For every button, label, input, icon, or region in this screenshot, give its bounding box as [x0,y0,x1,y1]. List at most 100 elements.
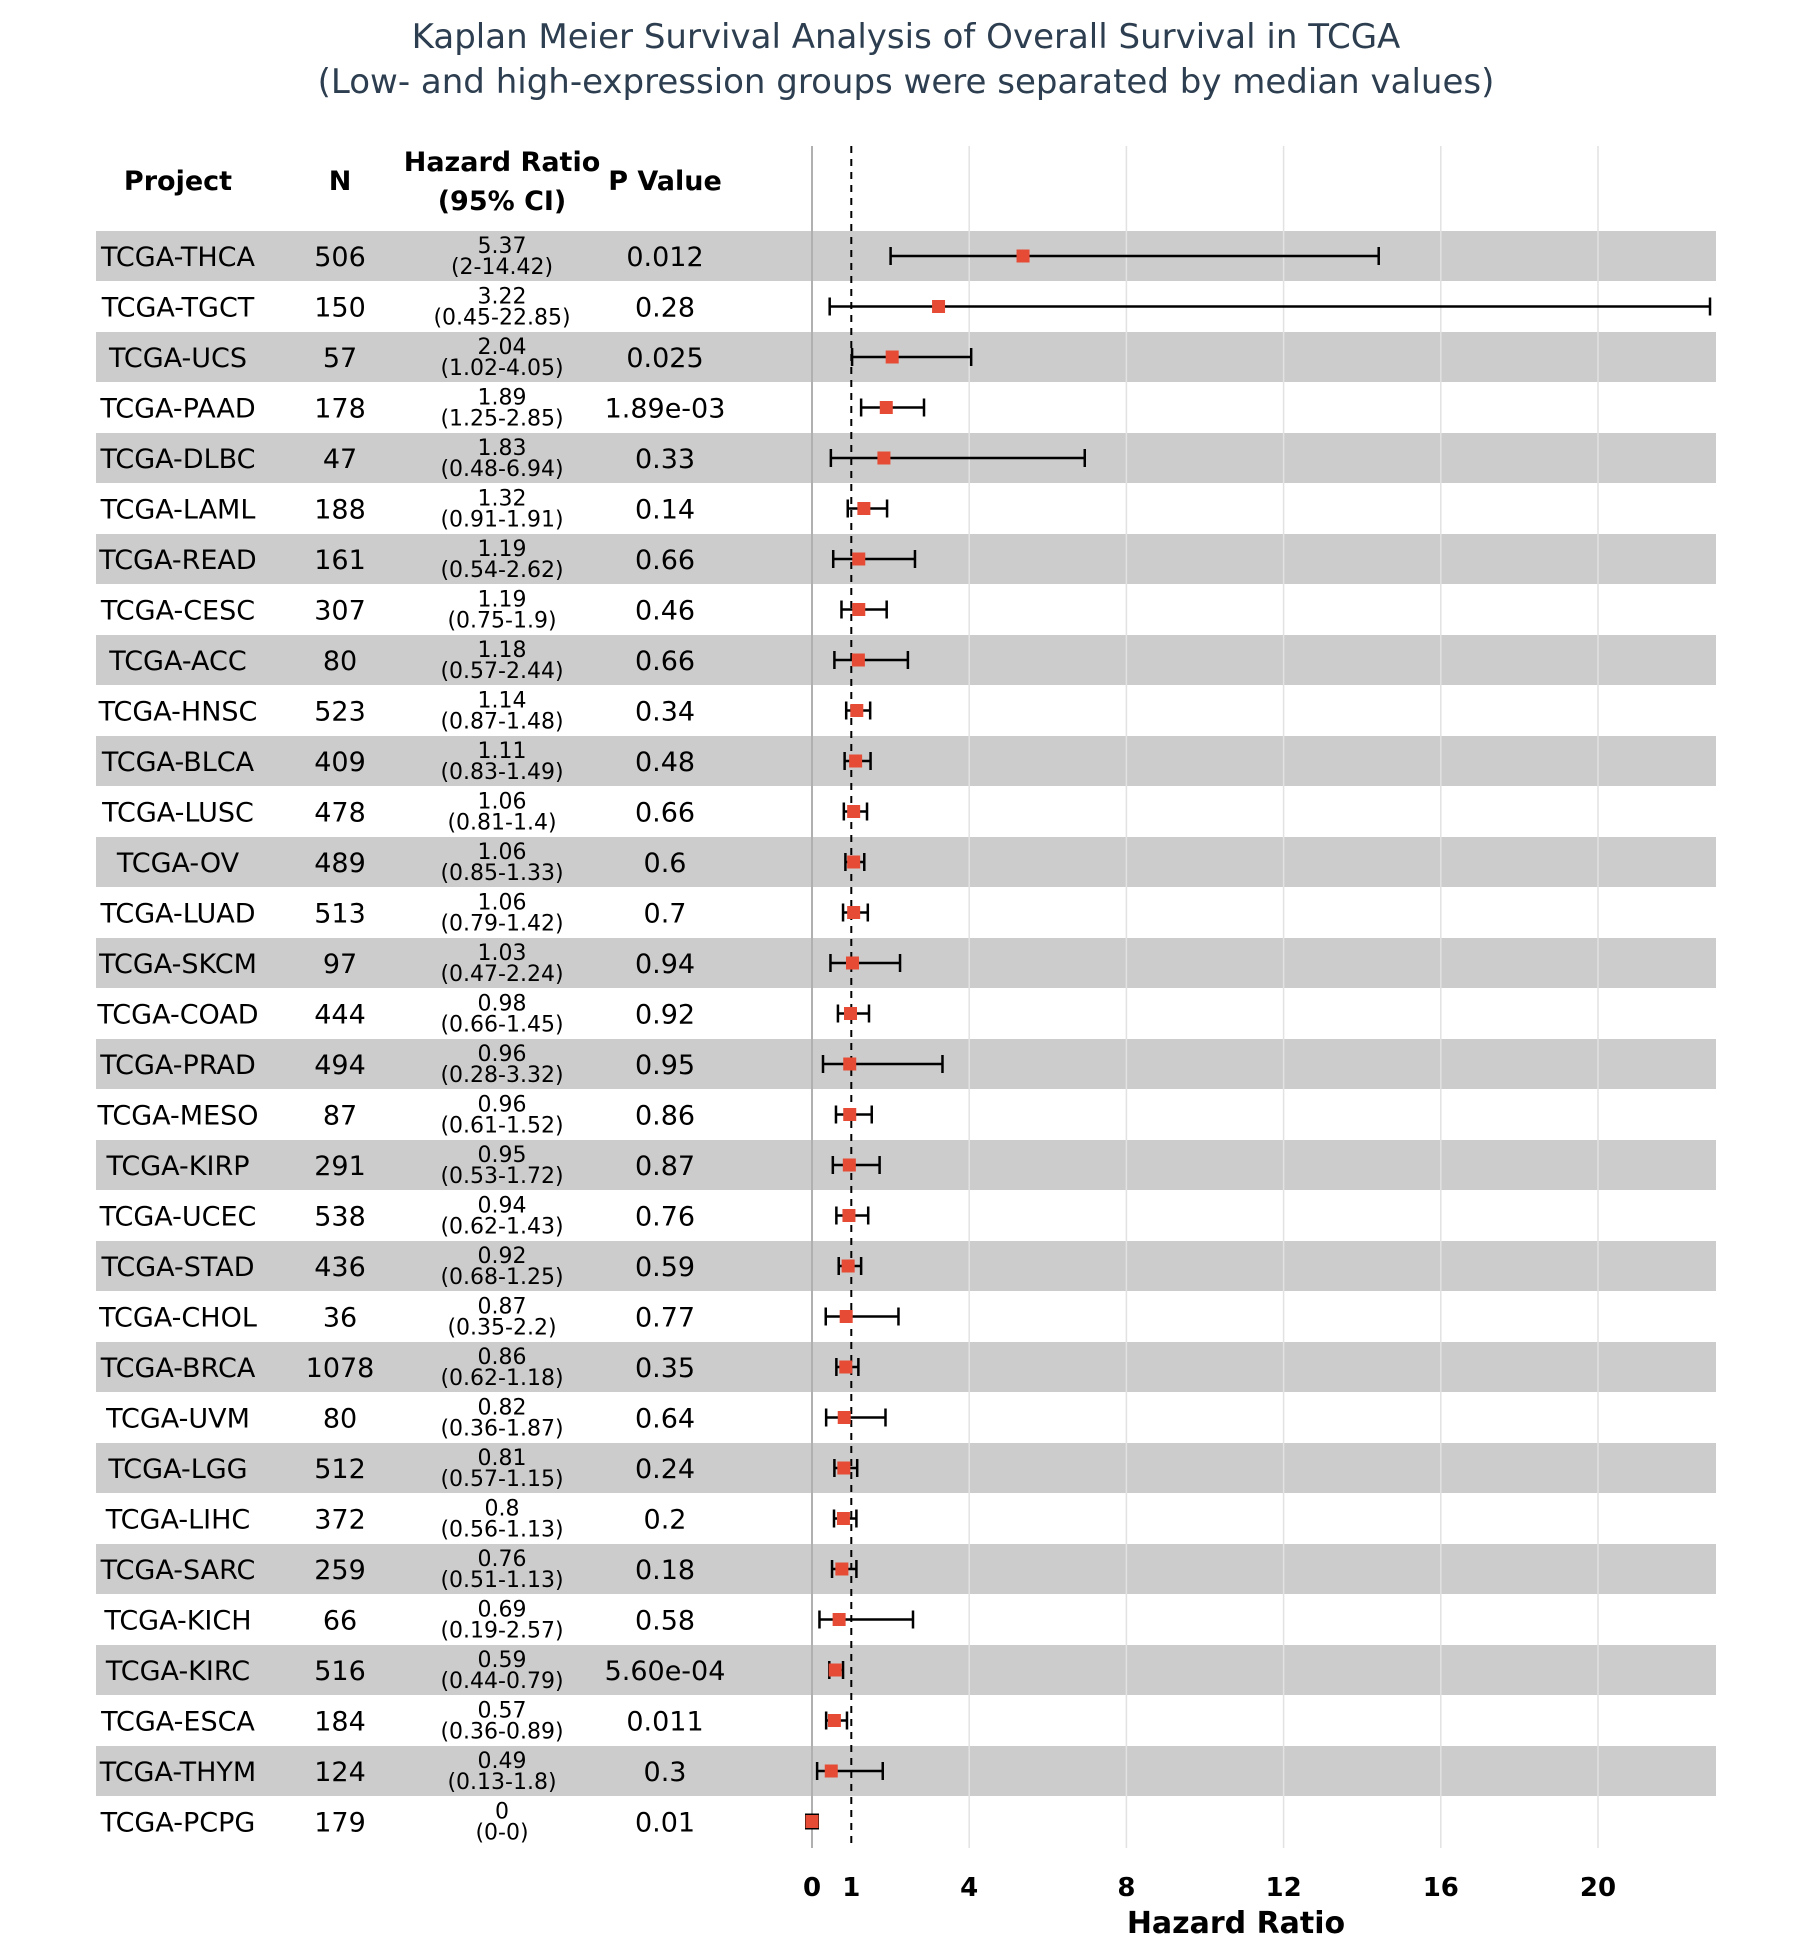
row-p-value: 0.86 [635,1101,695,1132]
row-hr: 0.95 [478,1143,527,1168]
row-project: TCGA-HNSC [98,697,258,728]
row-ci: (0.47-2.24) [440,962,563,987]
hr-point [885,350,899,364]
row-p-value: 0.7 [644,899,687,930]
hr-point [841,1259,855,1273]
row-stripes [96,231,1716,1796]
row-ci: (0.66-1.45) [440,1013,563,1038]
row-n: 506 [314,242,366,273]
row-project: TCGA-SKCM [98,949,257,980]
row-hr: 1.89 [478,386,527,411]
hr-point [836,1512,850,1525]
row-ci: (1.02-4.05) [440,356,563,381]
row-ci: (0.91-1.91) [440,508,563,533]
row-hr: 1.32 [478,487,527,512]
row-hr: 1.18 [478,638,527,663]
row-n: 259 [314,1555,366,1586]
x-axis: 0 1 4 8 12 16 20 [803,1873,1616,1903]
row-project: TCGA-PRAD [99,1050,256,1081]
row-project: TCGA-KICH [103,1606,251,1637]
row-hr: 0.57 [478,1699,527,1724]
row-project: TCGA-PCPG [100,1808,256,1839]
row-hr: 0.69 [478,1598,527,1623]
hr-point [852,603,866,616]
row-project: TCGA-LGG [107,1454,247,1485]
hr-point [844,1007,858,1020]
row-p-value: 0.66 [635,646,695,677]
header-p-value: P Value [608,166,722,197]
row-ci: (0.19-2.57) [440,1619,563,1644]
data-table: TCGA-THCA 506 5.37(2-14.42) 0.012 TCGA-TGCT 1… [96,234,725,1846]
row-stripe [96,736,1716,786]
row-ci: (0.36-0.89) [440,1720,563,1745]
hr-point [1016,249,1030,263]
hr-point [847,855,861,869]
row-hr: 1.06 [478,840,527,865]
row-ci: (0.36-1.87) [440,1417,563,1442]
row-n: 36 [323,1303,357,1334]
hr-point [857,502,871,515]
row-project: TCGA-CHOL [98,1303,257,1334]
row-project: TCGA-MESO [96,1101,258,1132]
row-p-value: 0.2 [644,1505,687,1536]
row-stripe [96,1645,1716,1695]
header-ci: (95% CI) [438,186,567,217]
row-hr: 0.49 [478,1749,527,1774]
row-ci: (0.68-1.25) [440,1265,563,1290]
x-tick-label: 8 [1117,1873,1135,1903]
hr-point [932,300,946,313]
row-n: 87 [323,1101,357,1132]
row-project: TCGA-ACC [108,646,246,677]
row-p-value: 0.35 [635,1353,695,1384]
row-n: 161 [314,545,366,576]
row-ci: (0.54-2.62) [440,558,563,583]
row-p-value: 0.66 [635,798,695,829]
row-project: TCGA-UVM [105,1404,250,1435]
row-n: 291 [314,1151,366,1182]
row-hr: 1.03 [478,941,527,966]
row-n: 512 [314,1454,366,1485]
x-grid [811,146,1599,1848]
x-tick-label: 12 [1266,1873,1302,1903]
row-ci: (0.57-1.15) [440,1467,563,1492]
row-p-value: 0.46 [635,596,695,627]
hr-point [839,1360,853,1374]
hr-point [842,1158,856,1172]
hr-point [849,754,863,768]
hr-point [835,1562,849,1576]
row-hr: 0.76 [478,1547,527,1572]
x-tick-label: 0 [803,1873,821,1903]
row-project: TCGA-ESCA [100,1707,255,1738]
row-n: 372 [314,1505,366,1536]
row-p-value: 0.025 [626,343,703,374]
row-project: TCGA-KIRC [105,1656,250,1687]
header-hazard-ratio: Hazard Ratio [404,147,601,178]
row-n: 516 [314,1656,366,1687]
row-n: 478 [314,798,366,829]
hr-point [842,1209,856,1222]
row-hr: 1.19 [478,537,527,562]
row-p-value: 1.89e-03 [605,394,726,425]
row-hr: 0.98 [478,992,527,1017]
chart-title: Kaplan Meier Survival Analysis of Overal… [412,17,1401,57]
row-ci: (0.57-2.44) [440,659,563,684]
hr-point [824,1764,838,1778]
x-tick-label: 1 [842,1873,860,1903]
row-n: 124 [314,1757,366,1788]
row-n: 80 [323,1404,357,1435]
row-project: TCGA-BLCA [101,747,255,778]
hr-point [837,1461,851,1475]
row-p-value: 0.01 [635,1808,695,1839]
row-n: 436 [314,1252,366,1283]
row-n: 179 [314,1808,366,1839]
row-ci: (0.75-1.9) [447,609,556,634]
row-p-value: 0.011 [626,1707,703,1738]
row-p-value: 0.77 [635,1303,695,1334]
row-ci: (0.35-2.2) [447,1316,556,1341]
row-ci: (0.83-1.49) [440,760,563,785]
row-p-value: 5.60e-04 [605,1656,726,1687]
row-n: 1078 [306,1353,375,1384]
row-stripe [96,938,1716,988]
row-p-value: 0.58 [635,1606,695,1637]
